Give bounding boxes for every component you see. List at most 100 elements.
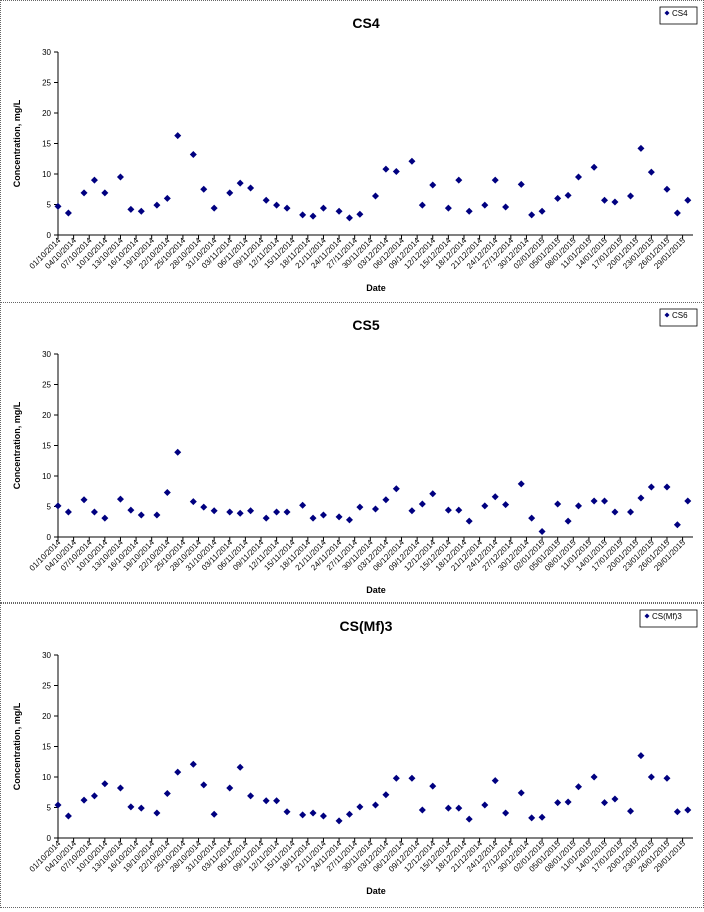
point — [382, 791, 390, 799]
legend-label: CS(Mf)3 — [652, 612, 682, 621]
chart-title: CS5 — [352, 317, 379, 333]
point — [455, 176, 463, 184]
point — [627, 192, 635, 200]
point — [684, 806, 692, 814]
point — [335, 817, 343, 825]
point — [137, 511, 145, 519]
y-tick-label: 5 — [47, 201, 52, 210]
point — [502, 203, 510, 211]
point — [418, 806, 426, 814]
point — [455, 506, 463, 514]
y-tick-label: 10 — [42, 472, 51, 481]
point — [418, 201, 426, 209]
point — [538, 207, 546, 215]
y-tick-label: 0 — [47, 231, 52, 240]
point — [309, 514, 317, 522]
y-tick-label: 25 — [42, 381, 51, 390]
point — [481, 502, 489, 510]
point — [574, 783, 582, 791]
point — [137, 804, 145, 812]
point — [663, 483, 671, 491]
point — [64, 812, 72, 820]
point — [382, 165, 390, 173]
point — [382, 496, 390, 504]
point — [345, 516, 353, 524]
point — [54, 202, 62, 210]
legend-marker — [664, 312, 670, 318]
point — [574, 173, 582, 181]
point — [262, 797, 270, 805]
point — [283, 808, 291, 816]
point — [392, 774, 400, 782]
point — [54, 502, 62, 510]
point — [637, 144, 645, 152]
point — [299, 811, 307, 819]
point — [127, 803, 135, 811]
y-tick-label: 10 — [42, 773, 51, 782]
y-tick-label: 30 — [42, 48, 51, 57]
point — [174, 448, 182, 456]
point — [372, 801, 379, 809]
legend-marker — [644, 613, 650, 619]
point — [528, 211, 536, 219]
point — [319, 511, 327, 519]
point — [335, 207, 343, 215]
y-tick-label: 15 — [42, 743, 51, 752]
point — [429, 490, 437, 498]
legend-label: CS6 — [672, 311, 688, 320]
point — [127, 205, 135, 213]
point — [481, 201, 489, 209]
point — [491, 493, 499, 501]
point — [345, 214, 353, 222]
point — [273, 797, 281, 805]
y-tick-label: 10 — [42, 170, 51, 179]
x-axis-label: Date — [366, 283, 386, 293]
point — [189, 760, 197, 768]
point — [590, 773, 598, 781]
point — [90, 792, 98, 800]
point — [356, 503, 364, 511]
point — [153, 809, 161, 817]
point — [262, 196, 270, 204]
point — [408, 507, 416, 515]
point — [210, 507, 218, 515]
point — [200, 781, 208, 789]
point — [153, 511, 161, 519]
point — [163, 789, 171, 797]
point — [637, 752, 645, 760]
point — [90, 176, 98, 184]
point — [226, 189, 234, 197]
y-tick-label: 30 — [42, 651, 51, 660]
y-tick-label: 25 — [42, 79, 51, 88]
point — [465, 517, 473, 525]
point — [163, 488, 171, 496]
chart-panel: CS5 Concentration, mg/L Date 0 5 10 15 20 25 30 01… — [0, 302, 704, 603]
y-axis-label: Concentration, mg/L — [12, 401, 22, 489]
point — [101, 514, 109, 522]
point — [356, 803, 364, 811]
point — [236, 509, 244, 517]
point — [408, 774, 416, 782]
point — [283, 508, 291, 516]
point — [574, 502, 582, 510]
point — [226, 508, 234, 516]
point — [90, 508, 98, 516]
legend-marker — [664, 10, 670, 16]
point — [80, 496, 88, 504]
point — [554, 500, 562, 508]
y-tick-label: 0 — [47, 533, 52, 542]
point — [174, 768, 182, 776]
point — [101, 780, 109, 788]
point — [601, 497, 609, 505]
point — [502, 501, 510, 509]
legend-box — [639, 609, 698, 628]
point — [637, 494, 645, 502]
point — [247, 507, 255, 515]
point — [372, 192, 379, 200]
point — [247, 792, 255, 800]
point — [54, 801, 62, 809]
point — [444, 804, 452, 812]
y-tick-label: 30 — [42, 350, 51, 359]
point — [273, 508, 281, 516]
